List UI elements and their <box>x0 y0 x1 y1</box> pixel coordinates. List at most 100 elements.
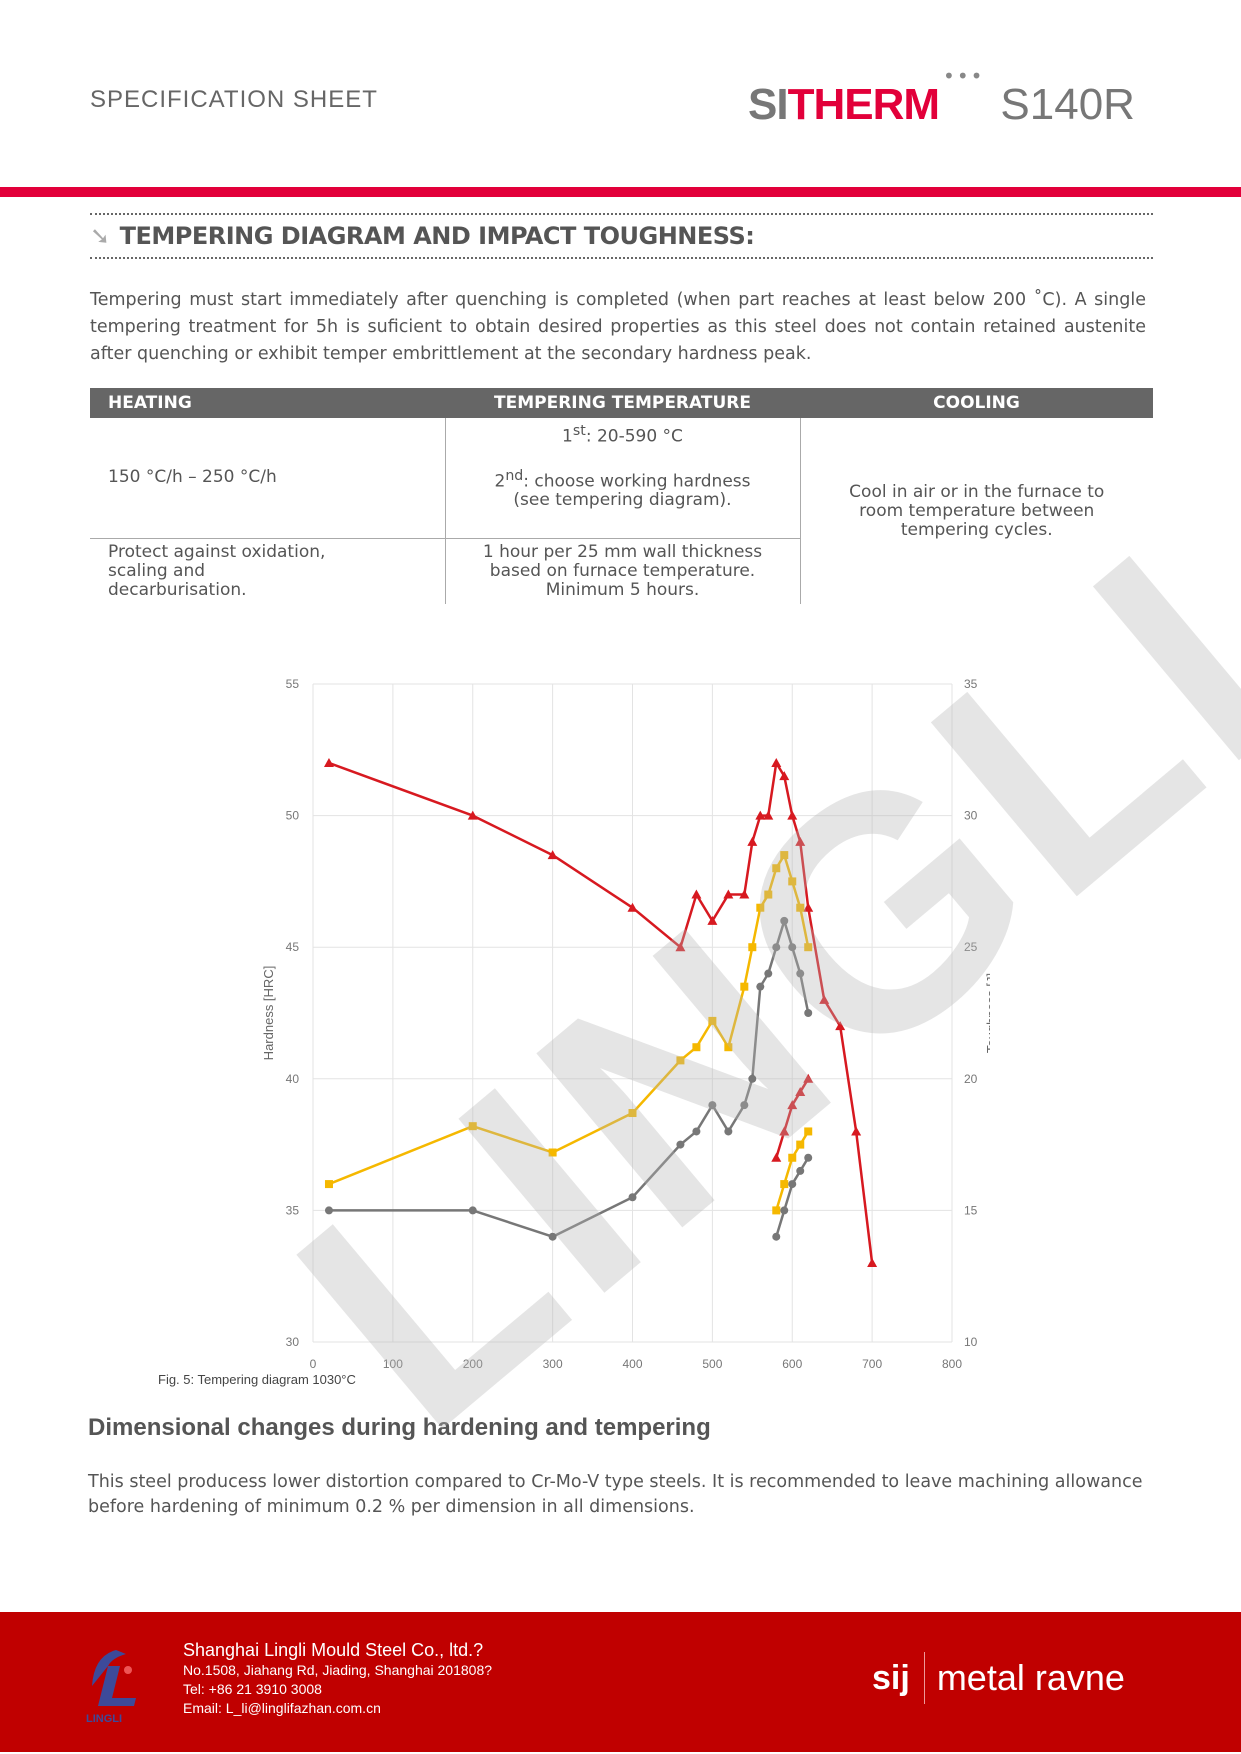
data-point-hardness-air <box>468 1206 477 1215</box>
data-point-hardness-air <box>788 943 797 952</box>
data-point-hardness-vacuum <box>724 1043 733 1052</box>
sij-text: sij <box>872 1658 910 1697</box>
data-point-hardness-vacuum <box>764 890 773 899</box>
x-tick-label: 700 <box>862 1357 882 1371</box>
x-tick-label: 500 <box>702 1357 722 1371</box>
data-point-hardness-oil <box>819 994 830 1004</box>
table-row: 150 °C/h – 250 °C/h 1st: 20-590 °C 2nd: … <box>90 418 1153 539</box>
y2-tick-label: 35 <box>964 677 978 691</box>
lingli-logo: LINGLI <box>86 1650 136 1724</box>
data-point-toughness-oil <box>795 1086 806 1096</box>
y2-tick-label: 15 <box>964 1203 978 1217</box>
model-name: S140R <box>1000 80 1135 129</box>
data-point-hardness-vacuum <box>692 1043 701 1052</box>
data-point-toughness-vacuum <box>772 1206 781 1215</box>
series-line-hardness-vacuum <box>328 853 810 1186</box>
y2-tick-label: 20 <box>964 1072 978 1086</box>
data-point-hardness-air <box>740 1101 749 1110</box>
data-point-toughness-air <box>780 1206 789 1215</box>
data-point-hardness-oil <box>803 902 814 912</box>
document-type: SPECIFICATION SHEET <box>90 86 378 113</box>
data-point-hardness-air <box>756 982 765 991</box>
brand-part2: THERM <box>787 80 940 129</box>
footer: LINGLI Shanghai Lingli Mould Steel Co., … <box>0 1612 1241 1752</box>
data-point-hardness-oil <box>747 836 758 846</box>
data-point-hardness-air <box>708 1101 717 1110</box>
data-point-hardness-vacuum <box>748 943 757 952</box>
header-tempering: TEMPERING TEMPERATURE <box>445 388 800 418</box>
temp-2nd: : choose working hardness <box>523 471 751 492</box>
data-point-toughness-vacuum <box>796 1140 805 1149</box>
data-point-hardness-air <box>548 1232 557 1241</box>
y-tick-label: 40 <box>286 1072 300 1086</box>
data-point-hardness-air <box>724 1127 733 1136</box>
x-tick-label: 300 <box>543 1357 563 1371</box>
data-point-hardness-oil <box>755 810 766 820</box>
data-point-hardness-oil <box>467 810 478 820</box>
cooling-text: Cool in air or in the furnace to room te… <box>849 481 1105 540</box>
data-point-toughness-oil <box>779 1126 790 1136</box>
x-tick-label: 100 <box>383 1357 403 1371</box>
data-point-toughness-oil <box>787 1100 798 1110</box>
data-point-hardness-oil <box>723 889 734 899</box>
sup-1st: st <box>572 423 586 439</box>
data-point-hardness-air <box>804 1009 813 1017</box>
data-point-toughness-oil <box>771 1152 782 1162</box>
data-point-hardness-oil <box>627 902 638 912</box>
table-header-row: HEATING TEMPERING TEMPERATURE COOLING <box>90 388 1153 418</box>
tempering-paragraph: Tempering must start immediately after q… <box>90 290 1146 364</box>
brand-dots: ••• <box>943 64 985 88</box>
data-point-hardness-vacuum <box>708 1016 717 1025</box>
svg-text:LINGLI: LINGLI <box>86 1713 122 1724</box>
section-title-text: TEMPERING DIAGRAM AND IMPACT TOUGHNESS: <box>119 222 755 250</box>
y2-axis-label: Toughness [J] <box>984 973 990 1053</box>
data-point-toughness-vacuum <box>788 1153 797 1162</box>
data-point-hardness-oil <box>867 1258 878 1268</box>
tempering-chart: 0 100 200 300 400 500 600 700 800 30 35 40 45 50 55 10 1… <box>261 677 990 1380</box>
data-point-toughness-air <box>772 1232 781 1241</box>
data-point-toughness-air <box>788 1180 797 1189</box>
x-tick-label: 600 <box>782 1357 802 1371</box>
data-point-hardness-vacuum <box>780 851 789 860</box>
y-tick-label: 45 <box>286 940 300 954</box>
dimensional-title: Dimensional changes during hardening and… <box>88 1414 711 1441</box>
x-axis-label: Tempering temperature [°C] <box>546 1379 718 1380</box>
data-point-hardness-vacuum <box>804 943 813 952</box>
company-email: Email: L_li@linglifazhan.com.cn <box>183 1700 381 1716</box>
arrow-down-right-icon: ➘ <box>90 222 110 250</box>
sitherm-logo: SI THERM ••• S140R <box>748 64 1135 130</box>
data-point-hardness-vacuum <box>548 1148 557 1157</box>
data-point-hardness-vacuum <box>324 1180 333 1189</box>
x-tick-label: 800 <box>942 1357 962 1371</box>
heating-rate: 150 °C/h – 250 °C/h <box>90 418 445 539</box>
x-tick-label: 200 <box>463 1357 483 1371</box>
duration-text: 1 hour per 25 mm wall thickness based on… <box>444 538 801 604</box>
data-point-hardness-oil <box>739 889 750 899</box>
dimensional-paragraph: This steel producess lower distortion co… <box>88 1472 1143 1517</box>
company-address: No.1508, Jiahang Rd, Jiading, Shanghai 2… <box>183 1662 493 1678</box>
table-row: Protect against oxidation, scaling and d… <box>90 538 1153 604</box>
header-cooling: COOLING <box>800 388 1153 418</box>
company-info: Shanghai Lingli Mould Steel Co., ltd.? N… <box>183 1640 492 1718</box>
data-point-hardness-oil <box>691 889 702 899</box>
y-tick-label: 50 <box>286 809 300 823</box>
data-point-hardness-vacuum <box>796 903 805 912</box>
data-point-hardness-oil <box>675 942 686 952</box>
tempering-table: HEATING TEMPERING TEMPERATURE COOLING 15… <box>90 388 1153 604</box>
label-1st: 1 <box>562 426 573 447</box>
data-point-hardness-oil <box>323 757 334 767</box>
data-point-hardness-air <box>748 1074 757 1083</box>
sij-logo: sij metal ravne <box>872 1652 1125 1704</box>
data-point-hardness-vacuum <box>468 1122 477 1131</box>
y-tick-label: 55 <box>286 677 300 691</box>
protect-text: Protect against oxidation, scaling and d… <box>108 541 326 600</box>
data-point-hardness-oil <box>835 1021 846 1031</box>
data-point-toughness-vacuum <box>804 1127 813 1136</box>
data-point-hardness-oil <box>707 915 718 925</box>
data-point-hardness-vacuum <box>740 982 749 991</box>
data-point-hardness-air <box>772 943 781 952</box>
figure-caption: Fig. 5: Tempering diagram 1030°C <box>158 1372 356 1387</box>
data-point-toughness-oil <box>803 1073 814 1083</box>
tempering-cell: 1st: 20-590 °C 2nd: choose working hardn… <box>444 418 801 539</box>
label-2nd: 2 <box>494 471 506 492</box>
